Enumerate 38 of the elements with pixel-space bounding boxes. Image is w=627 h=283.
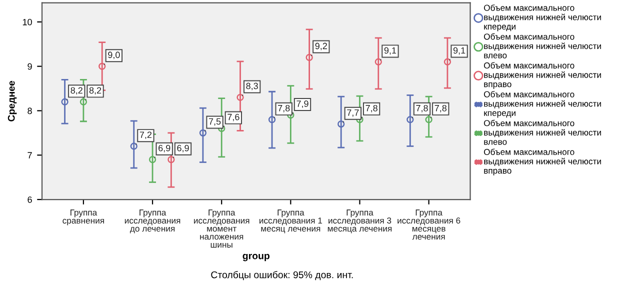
data-label: 6,9 — [158, 144, 170, 152]
text: Объем максимального выдвижения нижней челюсти влево — [484, 33, 601, 58]
data-label: 9,2 — [315, 42, 327, 50]
data-label: 7,9 — [296, 100, 308, 108]
data-label: 7,5 — [208, 118, 221, 126]
data-label: 8,2 — [70, 87, 82, 95]
x-tick-label: Группа сравнения — [62, 210, 104, 226]
data-label: 7,8 — [416, 104, 428, 112]
x-tick-label: Группа исследования момент наложения шины — [194, 210, 250, 248]
legend-label: Объем максимального выдвижения нижней челюсти вправо — [484, 62, 601, 89]
y-tick-label: 7 — [28, 152, 32, 158]
legend-label: Объем максимального выдвижения нижней челюсти влево — [484, 120, 601, 145]
data-label: 9,1 — [453, 47, 466, 55]
y-axis-title: Среднее — [8, 80, 17, 122]
data-label: 7,7 — [347, 109, 359, 117]
data-label: 9,0 — [108, 52, 120, 60]
data-label: 7,6 — [228, 114, 240, 122]
data-label: 7,8 — [366, 104, 378, 112]
y-tick-label: 6 — [28, 196, 32, 203]
text: Объем максимального выдвижения нижней челюсти вправо — [484, 148, 601, 176]
data-label: 6,9 — [177, 144, 189, 152]
x-axis-title: group — [242, 254, 270, 262]
y-tick-label: 8 — [28, 108, 32, 114]
x-tick-label: Группа исследования 6 месяцев лечения — [398, 210, 460, 240]
data-label: 8,3 — [246, 82, 258, 90]
x-tick-label: Группа исследования до лечения — [124, 210, 180, 234]
y-tick-label: 10 — [22, 18, 32, 26]
data-label: 7,8 — [434, 104, 447, 112]
data-label: 7,2 — [140, 132, 152, 140]
legend-label: Объем максимального выдвижения нижней челюсти кпереди — [484, 90, 601, 118]
x-tick-label: Группа исследования 3 месяца лечения — [328, 210, 392, 234]
data-label: 8,2 — [89, 87, 102, 95]
text: Столбцы ошибок: 95% дов. инт. — [211, 271, 353, 280]
text: Объем максимального выдвижения нижней челюсти кпереди — [484, 4, 601, 32]
data-label: 7,8 — [278, 104, 290, 112]
data-label: 9,1 — [384, 47, 396, 55]
x-tick-label: Группа исследования 1 месяц лечения — [260, 210, 322, 234]
y-tick-label: 9 — [28, 63, 32, 70]
